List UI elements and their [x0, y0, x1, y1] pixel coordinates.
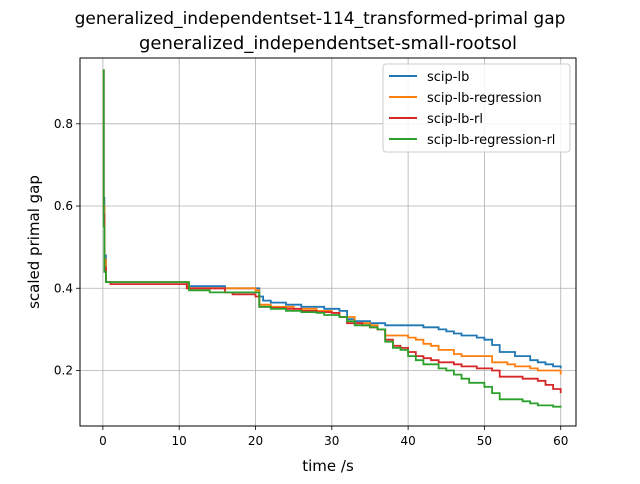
legend-label-scip-lb-regression-rl: scip-lb-regression-rl [427, 133, 555, 148]
y-tick-label: 0.8 [54, 117, 73, 131]
y-tick-label: 0.4 [54, 281, 73, 295]
y-tick-label: 0.2 [54, 363, 73, 377]
legend-label-scip-lb-rl: scip-lb-rl [427, 112, 483, 127]
x-tick-label: 50 [477, 434, 492, 448]
x-tick-label: 20 [248, 434, 263, 448]
legend-label-scip-lb-regression: scip-lb-regression [427, 91, 542, 106]
x-tick-label: 30 [324, 434, 339, 448]
x-axis-label: time /s [302, 457, 354, 475]
tick-layer: 0 10 20 30 40 50 60 0.2 0.4 0.6 0.8 [54, 117, 568, 448]
y-axis-label: scaled primal gap [25, 175, 43, 309]
x-tick-label: 40 [400, 434, 415, 448]
series-line-scip-lb-regression-rl [102, 69, 562, 408]
legend-box [382, 63, 571, 153]
series-layer [102, 69, 562, 408]
x-tick-label: 0 [99, 434, 107, 448]
chart-title: generalized_independentset-small-rootsol [139, 33, 517, 54]
chart-suptitle: generalized_independentset-114_transform… [75, 9, 566, 29]
y-tick-label: 0.6 [54, 199, 73, 213]
plot-frame [79, 57, 577, 427]
x-tick-label: 10 [172, 434, 187, 448]
legend: scip-lb scip-lb-regression scip-lb-rl sc… [382, 63, 571, 153]
x-tick-label: 60 [553, 434, 568, 448]
legend-label-scip-lb: scip-lb [427, 70, 469, 85]
